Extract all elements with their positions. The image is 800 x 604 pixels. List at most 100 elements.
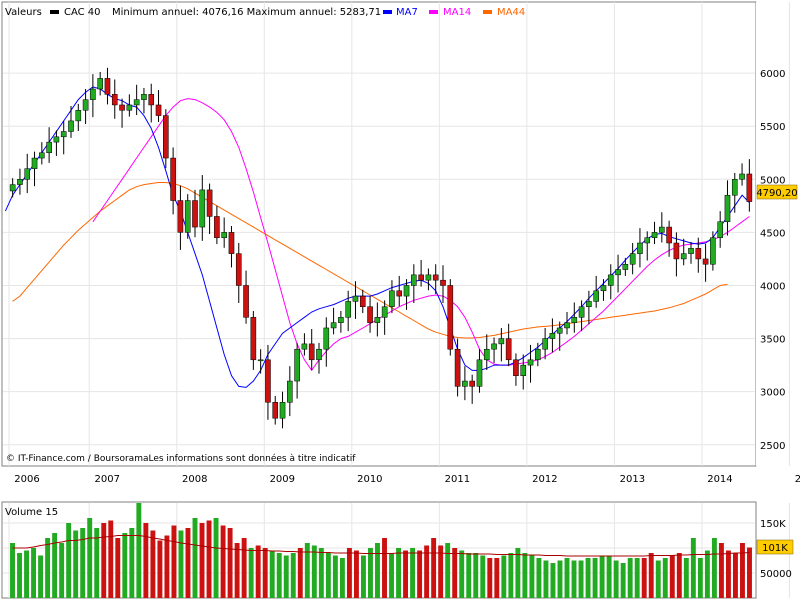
volume-bar xyxy=(59,543,65,598)
candle-body xyxy=(257,359,264,362)
candle-body xyxy=(367,306,373,323)
year-tick-label: 2010 xyxy=(357,474,382,485)
volume-bar xyxy=(136,503,142,598)
candle-body xyxy=(97,78,103,90)
price-panel-frame xyxy=(1,1,757,467)
candle-body xyxy=(454,348,461,387)
volume-bar xyxy=(606,555,612,598)
volume-bar xyxy=(662,558,668,598)
copyright-notice: © IT-Finance.com / BoursoramaLes informa… xyxy=(6,453,356,464)
volume-bar xyxy=(473,553,479,598)
legend-ma14-label: MA14 xyxy=(443,7,471,18)
year-tick-label: 2015 xyxy=(795,474,800,485)
volume-bar xyxy=(417,550,423,598)
candle-body xyxy=(527,359,534,366)
volume-bar xyxy=(213,518,219,598)
candle-body xyxy=(637,242,643,254)
candle-body xyxy=(418,274,424,281)
candle-body xyxy=(425,274,432,281)
candle-body xyxy=(622,263,629,270)
candle-body xyxy=(235,253,242,286)
candle-body xyxy=(411,274,417,286)
volume-bar xyxy=(480,555,486,598)
volume-bar xyxy=(276,553,282,598)
candle-body xyxy=(133,99,140,106)
volume-bar xyxy=(564,558,570,598)
candle-body xyxy=(644,237,651,244)
volume-bar xyxy=(424,545,430,598)
candle-body xyxy=(126,104,133,111)
candle-body xyxy=(593,290,599,302)
candle-body xyxy=(24,168,31,180)
price-tick-label: 6000 xyxy=(760,69,785,80)
volume-bar xyxy=(297,548,303,598)
year-tick-label: 2009 xyxy=(270,474,295,485)
volume-bar xyxy=(732,553,738,598)
volume-panel-title: Volume 15 xyxy=(5,507,58,518)
volume-bar xyxy=(129,528,135,598)
price-scale-background xyxy=(756,2,798,466)
volume-bar xyxy=(368,548,373,598)
volume-bar xyxy=(150,530,156,598)
candle-body xyxy=(46,141,52,153)
candle-body xyxy=(53,136,60,143)
volume-bar xyxy=(283,555,289,598)
candle-body xyxy=(17,179,23,185)
volume-bar xyxy=(711,538,717,598)
volume-bar xyxy=(452,548,458,598)
candle-body xyxy=(214,216,220,238)
volume-bar xyxy=(262,548,268,598)
volume-bar xyxy=(515,548,521,598)
volume-bar xyxy=(585,558,591,598)
candle-body xyxy=(170,157,176,201)
volume-bar xyxy=(648,553,654,598)
candle-body xyxy=(688,248,694,254)
candle-body xyxy=(702,258,709,265)
candle-body xyxy=(505,338,512,361)
candle-body xyxy=(60,131,67,138)
candle-body xyxy=(389,290,395,307)
volume-bar xyxy=(234,543,240,598)
volume-bar xyxy=(543,560,549,598)
candle-body xyxy=(301,343,308,350)
candle-body xyxy=(586,301,592,307)
volume-bar xyxy=(375,543,380,598)
candle-body xyxy=(710,237,716,265)
candle-body xyxy=(680,253,687,260)
volume-bar xyxy=(613,560,619,598)
candle-body xyxy=(184,200,191,233)
candle-body xyxy=(308,343,315,361)
candle-body xyxy=(221,232,227,238)
volume-bar xyxy=(73,530,79,598)
candle-body xyxy=(104,78,111,95)
volume-bar xyxy=(31,548,37,598)
candle-body xyxy=(155,104,162,116)
volume-bar xyxy=(690,538,696,598)
year-tick-label: 2008 xyxy=(182,474,207,485)
volume-bar xyxy=(269,550,275,598)
volume-bar xyxy=(178,530,184,598)
candle-body xyxy=(556,327,563,334)
candle-body xyxy=(615,269,621,276)
volume-bar xyxy=(52,533,58,598)
volume-bar xyxy=(255,545,261,598)
volume-tick-label: 50000 xyxy=(760,569,792,580)
candle-body xyxy=(447,285,454,350)
candle-body xyxy=(403,285,410,297)
candle-body xyxy=(265,359,271,403)
candle-body xyxy=(564,322,570,329)
candle-body xyxy=(111,94,118,106)
legend-ma44-label: MA44 xyxy=(497,7,525,18)
candle-body xyxy=(228,232,235,254)
year-tick-label: 2006 xyxy=(14,474,39,485)
volume-tick-label: 150K xyxy=(760,519,786,530)
volume-bar xyxy=(353,550,359,598)
candle-body xyxy=(542,338,548,350)
volume-bar xyxy=(522,553,528,598)
volume-bar xyxy=(17,553,22,598)
volume-bar xyxy=(227,528,233,598)
price-tick-label: 3500 xyxy=(760,335,785,346)
candle-body xyxy=(316,348,322,361)
volume-bar xyxy=(311,545,317,598)
